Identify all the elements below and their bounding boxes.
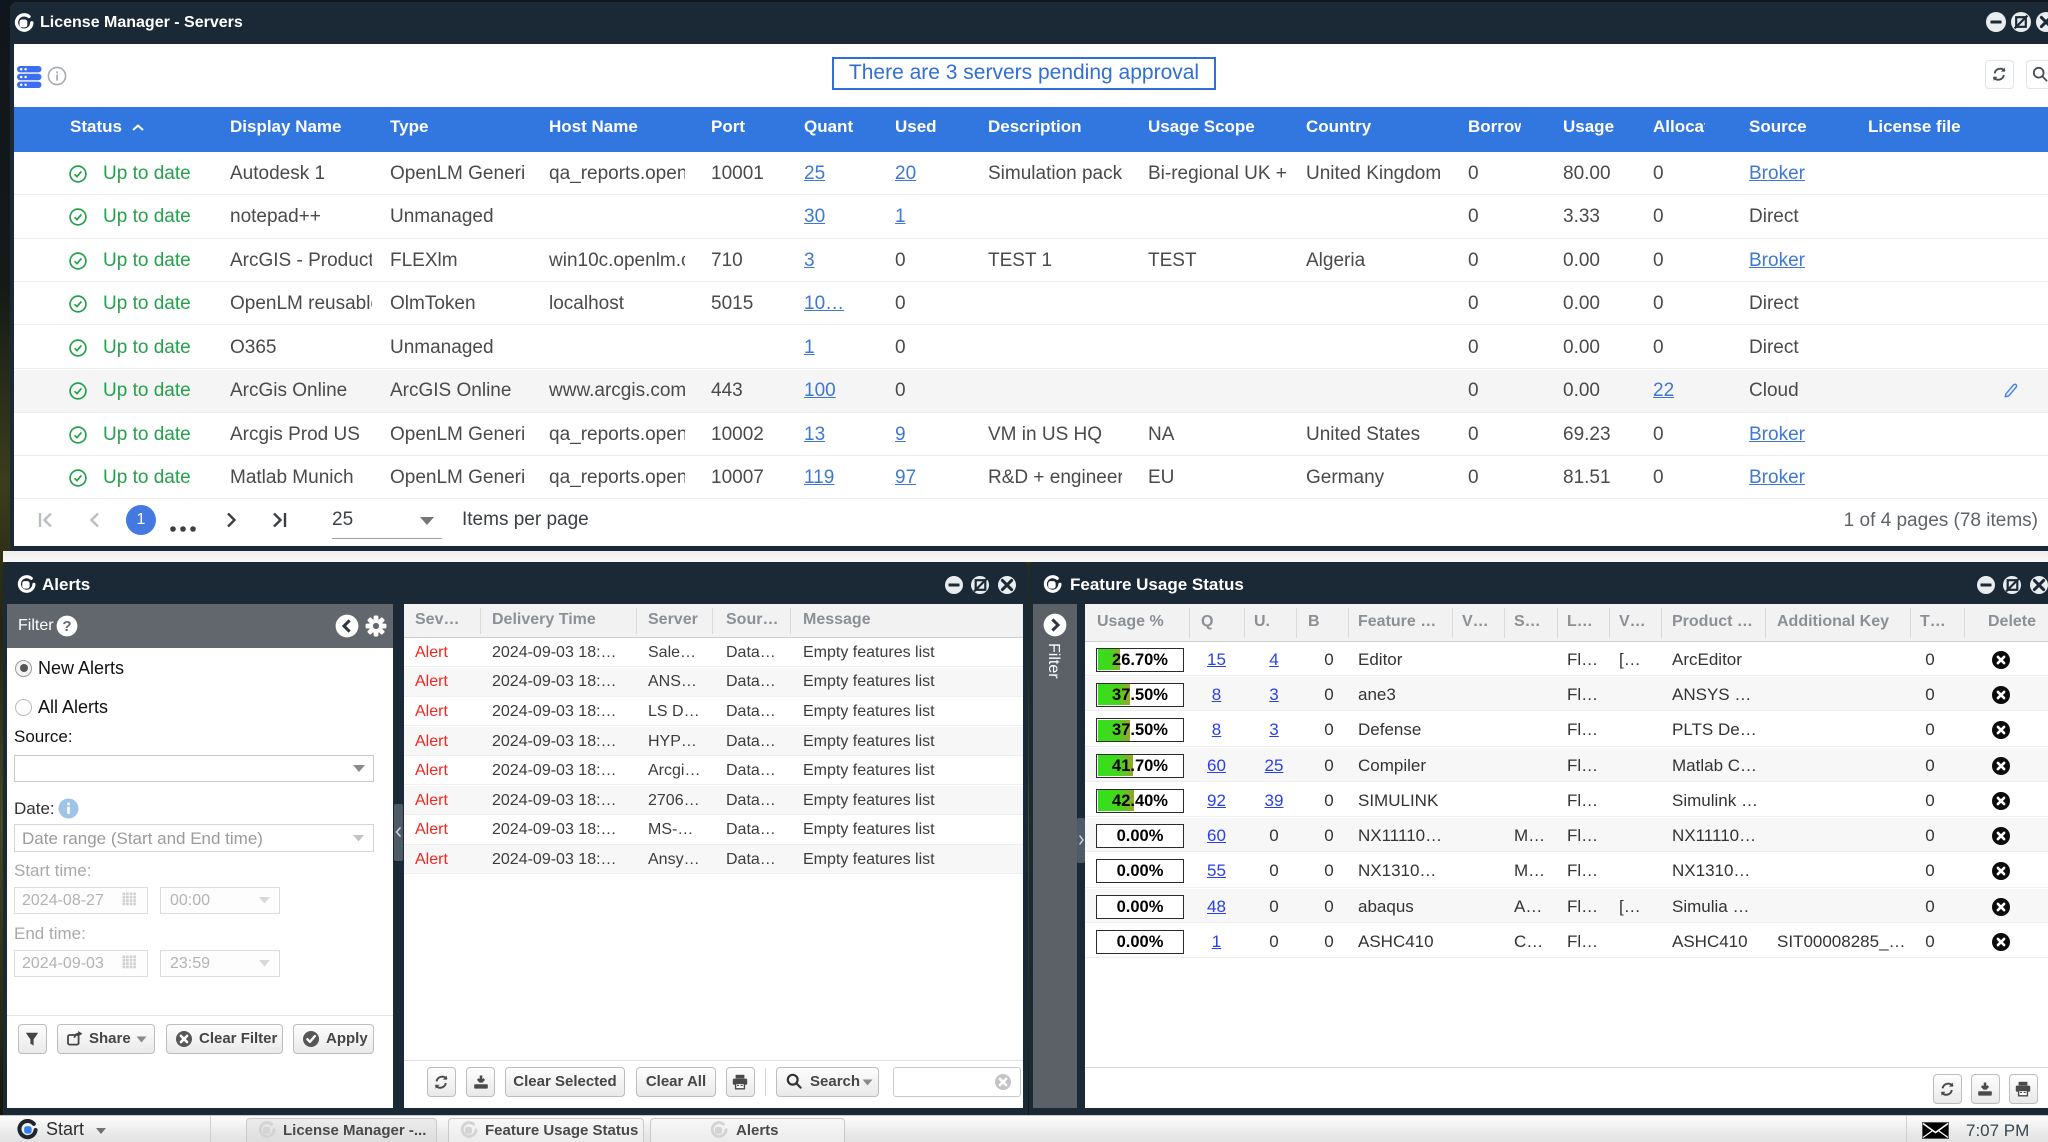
svg-text:?: ? <box>62 618 71 635</box>
